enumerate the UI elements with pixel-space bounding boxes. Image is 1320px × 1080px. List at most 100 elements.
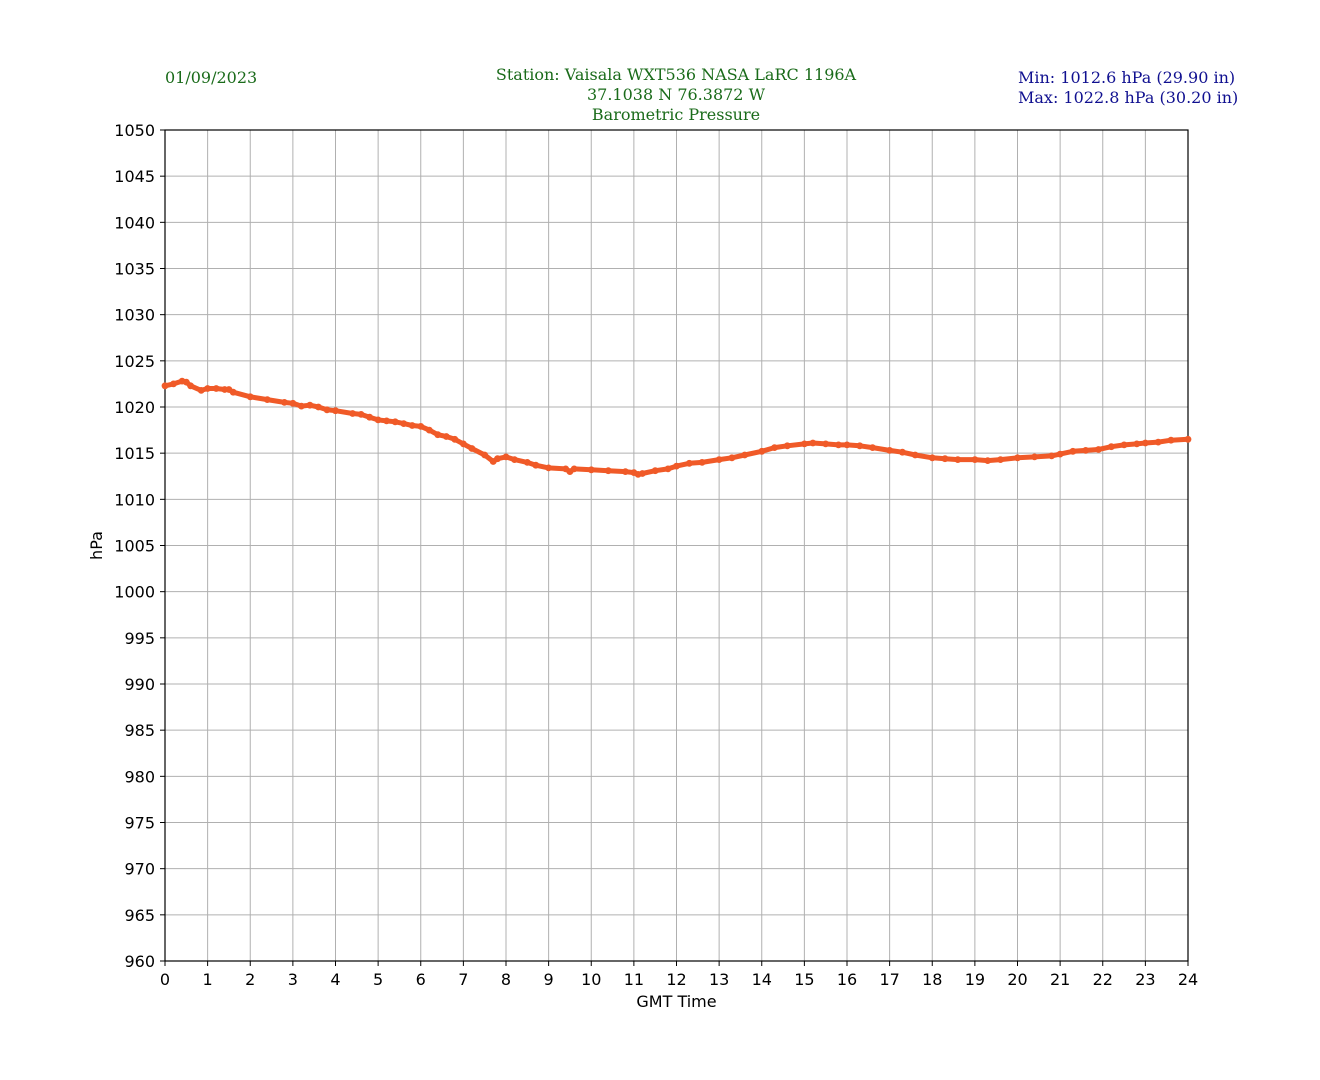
data-point <box>801 440 808 448</box>
data-point <box>523 459 531 466</box>
data-point <box>1095 446 1102 453</box>
data-point <box>698 459 706 466</box>
data-point <box>1069 447 1077 455</box>
x-tick-label: 9 <box>544 970 554 989</box>
x-axis-label: GMT Time <box>636 992 716 1011</box>
x-tick-label: 16 <box>837 970 857 989</box>
y-tick-label: 980 <box>124 767 155 786</box>
data-point <box>263 396 271 403</box>
data-point <box>442 433 450 440</box>
x-tick-label: 1 <box>203 970 213 989</box>
data-point <box>1142 439 1149 447</box>
x-tick-label: 4 <box>330 970 340 989</box>
data-point <box>984 457 992 464</box>
data-point <box>1167 436 1175 444</box>
data-point <box>809 439 817 447</box>
data-point <box>349 410 356 417</box>
data-point <box>783 442 791 450</box>
measure-label: Barometric Pressure <box>591 105 761 124</box>
x-tick-label: 7 <box>458 970 468 989</box>
station-label: Station: Vaisala WXT536 NASA LaRC 1196A <box>495 65 857 84</box>
data-point <box>391 418 399 426</box>
data-point <box>651 467 659 475</box>
y-tick-label: 1030 <box>114 306 155 325</box>
data-point <box>468 445 476 452</box>
data-point <box>1120 441 1128 449</box>
data-point <box>481 451 489 459</box>
x-tick-label: 13 <box>709 970 729 989</box>
data-point <box>997 456 1004 463</box>
data-point <box>1154 438 1162 446</box>
data-point <box>315 403 322 411</box>
data-point <box>843 441 851 449</box>
data-point <box>1048 452 1055 460</box>
y-tick-label: 1040 <box>114 213 155 232</box>
data-point <box>822 440 830 448</box>
x-tick-label: 23 <box>1135 970 1155 989</box>
x-tick-label: 12 <box>666 970 686 989</box>
min-label: Min: 1012.6 hPa (29.90 in) <box>1018 68 1236 87</box>
data-point <box>1014 454 1021 462</box>
data-point <box>229 388 237 396</box>
y-axis-label: hPa <box>87 531 106 560</box>
data-point <box>170 380 177 388</box>
x-tick-label: 20 <box>1007 970 1027 989</box>
y-tick-label: 990 <box>124 675 155 694</box>
x-tick-label: 17 <box>879 970 899 989</box>
x-tick-label: 21 <box>1050 970 1070 989</box>
data-point <box>954 456 962 463</box>
data-point <box>357 411 365 418</box>
data-point <box>332 407 339 415</box>
data-point <box>532 461 540 469</box>
x-tick-label: 19 <box>965 970 985 989</box>
data-point <box>899 448 906 456</box>
x-tick-label: 11 <box>624 970 644 989</box>
data-point <box>622 468 629 475</box>
x-tick-label: 10 <box>581 970 601 989</box>
data-point <box>511 456 518 463</box>
data-point <box>289 399 297 407</box>
y-tick-label: 965 <box>124 906 155 925</box>
data-point <box>758 447 766 455</box>
y-tick-label: 975 <box>124 814 155 833</box>
data-point <box>869 444 876 451</box>
y-tick-label: 1045 <box>114 167 155 186</box>
data-point <box>639 470 646 477</box>
data-point <box>728 454 736 462</box>
x-tick-label: 5 <box>373 970 383 989</box>
data-point <box>323 406 331 414</box>
data-point <box>886 447 893 454</box>
data-point <box>673 462 680 470</box>
y-tick-label: 1015 <box>114 444 155 463</box>
data-point <box>664 465 672 473</box>
data-point <box>212 385 220 392</box>
data-point <box>281 399 288 406</box>
y-tick-label: 1050 <box>114 121 155 140</box>
max-label: Max: 1022.8 hPa (30.20 in) <box>1018 88 1239 107</box>
data-point <box>971 456 979 463</box>
x-tick-label: 24 <box>1178 970 1198 989</box>
data-point <box>502 453 510 461</box>
data-point <box>417 423 425 430</box>
data-point <box>400 420 408 427</box>
data-point <box>161 382 169 390</box>
y-tick-label: 970 <box>124 860 155 879</box>
x-tick-label: 0 <box>160 970 170 989</box>
data-point <box>1107 443 1115 451</box>
data-point <box>928 454 936 462</box>
data-point <box>306 401 314 409</box>
data-point <box>771 444 778 451</box>
data-point <box>460 440 467 448</box>
data-point <box>408 422 416 429</box>
date-label: 01/09/2023 <box>165 68 258 87</box>
data-point <box>366 413 373 421</box>
x-tick-label: 15 <box>794 970 814 989</box>
y-tick-label: 1000 <box>114 583 155 602</box>
y-tick-label: 960 <box>124 952 155 971</box>
data-point <box>383 417 390 425</box>
data-point <box>570 465 578 473</box>
coords-label: 37.1038 N 76.3872 W <box>586 85 766 104</box>
data-point <box>1082 447 1090 454</box>
data-point <box>246 393 254 401</box>
data-point <box>197 387 205 394</box>
